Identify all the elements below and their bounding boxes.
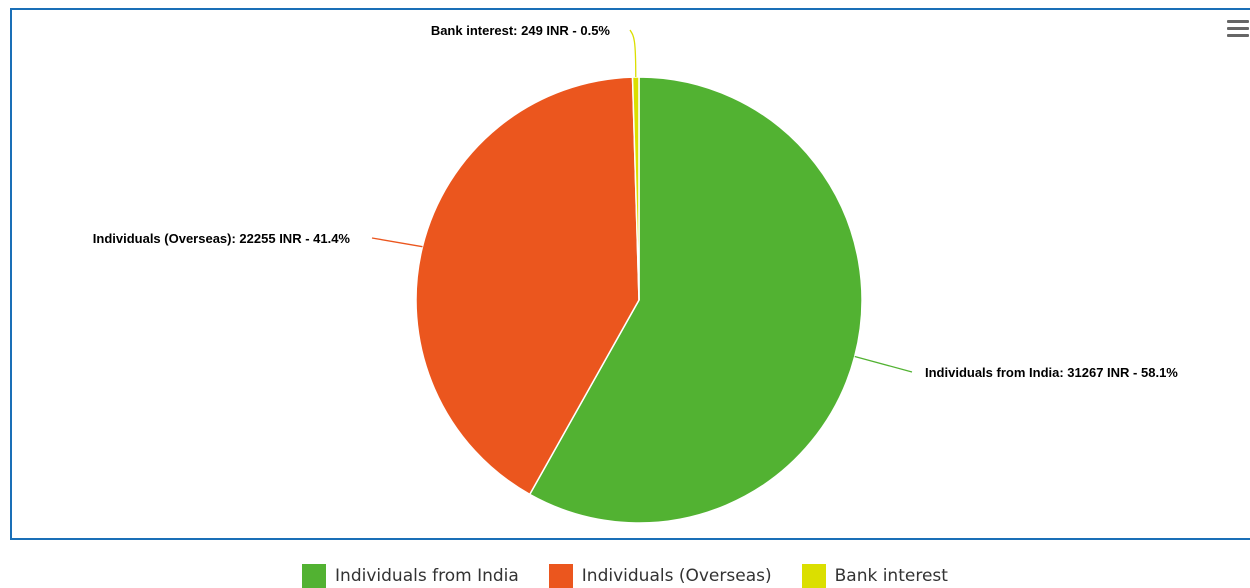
label-connector xyxy=(629,29,637,78)
data-label: Individuals (Overseas): 22255 INR - 41.4… xyxy=(93,231,351,246)
legend-label: Individuals from India xyxy=(335,566,519,586)
chart-container: Individuals from India: 31267 INR - 58.1… xyxy=(10,8,1250,540)
pie-slice-individuals-overseas[interactable] xyxy=(415,76,640,496)
pie-slice-bank-interest[interactable] xyxy=(631,76,640,301)
data-label: Bank interest: 249 INR - 0.5% xyxy=(431,23,611,38)
legend-swatch xyxy=(302,564,327,588)
legend-label: Bank interest xyxy=(834,566,948,586)
pie-chart: Individuals from India: 31267 INR - 58.1… xyxy=(93,23,1178,524)
legend-label: Individuals (Overseas) xyxy=(581,566,772,586)
legend-swatch xyxy=(801,564,826,588)
legend-item-individuals-overseas[interactable]: Individuals (Overseas) xyxy=(548,564,772,588)
pie-slice-individuals-from-india[interactable] xyxy=(528,76,863,524)
legend-swatch xyxy=(548,564,573,588)
label-connector xyxy=(854,355,913,373)
chart-legend: Individuals from India Individuals (Over… xyxy=(0,564,1250,588)
data-label: Individuals from India: 31267 INR - 58.1… xyxy=(925,365,1178,380)
hamburger-menu-icon[interactable] xyxy=(1224,18,1250,40)
legend-item-individuals-from-india[interactable]: Individuals from India xyxy=(302,564,519,588)
label-connector xyxy=(371,237,423,248)
legend-item-bank-interest[interactable]: Bank interest xyxy=(801,564,948,588)
